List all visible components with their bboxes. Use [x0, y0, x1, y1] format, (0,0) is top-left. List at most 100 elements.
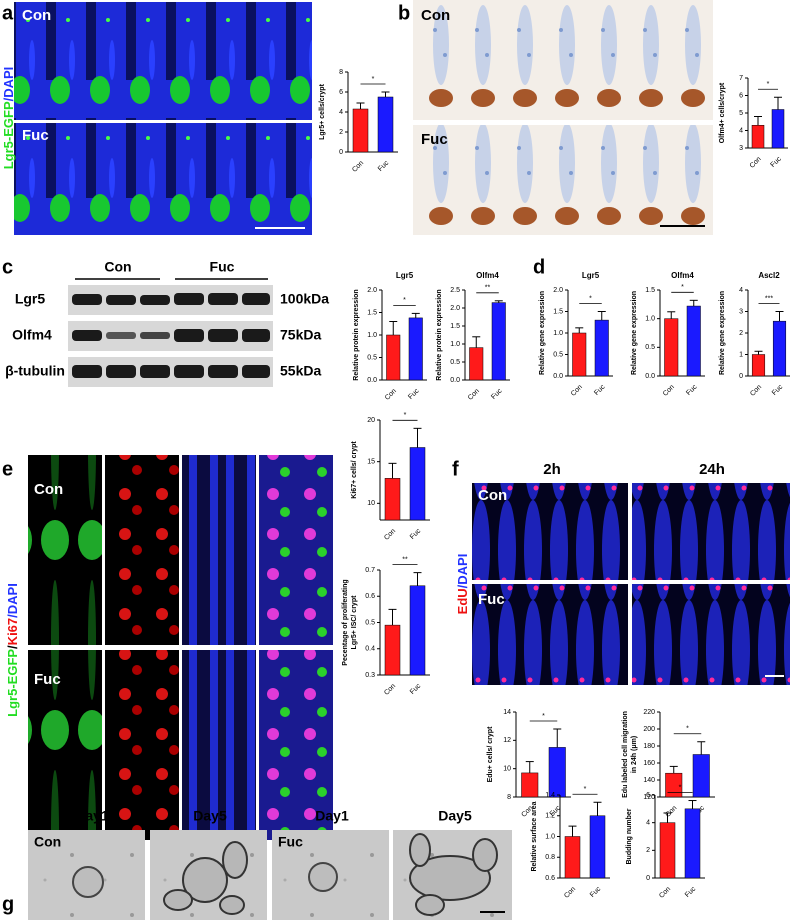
image-f — [472, 584, 628, 685]
day-label: Day5 — [438, 808, 472, 824]
bar — [751, 354, 766, 377]
significance: * — [589, 295, 592, 302]
chart-title: Olfm4 — [671, 271, 694, 280]
stain-part: /DAPI — [5, 583, 20, 618]
y-tick-label: 0.5 — [367, 354, 377, 361]
y-tick-label: 12 — [503, 737, 511, 744]
image-b-con — [413, 0, 713, 120]
image-f — [632, 483, 790, 580]
y-axis-label: in 24h (μm) — [631, 736, 638, 773]
y-tick-label: 14 — [503, 709, 511, 716]
image-grid-e — [28, 455, 333, 840]
stain-label: Lgr5-EGFP/DAPI — [1, 67, 16, 170]
image-label: Fuc — [278, 834, 303, 850]
bar-chart: 120140160180200220ConFuc*Edu labeled cel… — [622, 709, 715, 819]
y-tick-label: 2 — [739, 330, 743, 337]
image-label: Fuc — [22, 127, 49, 144]
significance: * — [681, 284, 684, 291]
y-tick-label: 2.0 — [367, 287, 377, 294]
y-axis-label: Pecentage of proliferating — [342, 579, 349, 665]
y-axis-label: Relative gene expression — [631, 291, 638, 375]
chart-title: Olfm4 — [476, 271, 499, 280]
bar — [384, 478, 401, 521]
panel-label: a — [2, 2, 14, 24]
y-tick-label: 1.0 — [450, 341, 460, 348]
y-axis-label: Relative surface area — [531, 801, 538, 871]
bar — [589, 815, 606, 879]
y-axis-label: Relative protein expression — [436, 289, 443, 380]
bar — [521, 772, 539, 798]
significance: * — [404, 412, 407, 419]
bar-chart: 0.0 0.5 1.0 1.5 2.0 Con Fuc * Lgr5 Relative gene … — [539, 271, 613, 398]
y-tick-label: 0 — [739, 373, 743, 380]
y-axis-label: Ki67+ cells/ crypt — [351, 441, 358, 499]
y-axis-label: Relative gene expression — [719, 291, 726, 375]
y-tick-label: 2.5 — [450, 287, 460, 294]
panel-label: g — [2, 893, 14, 915]
y-tick-label: 10 — [503, 766, 511, 773]
column-label: 2h — [543, 461, 561, 478]
y-tick-label: 10 — [367, 500, 375, 507]
significance: * — [403, 297, 406, 304]
significance: ** — [402, 556, 408, 563]
y-tick-label: 0.0 — [367, 377, 377, 384]
stain-part: Ki67 — [5, 618, 20, 645]
size-label: 55kDa — [280, 363, 321, 379]
stain-part: /DAPI — [455, 554, 470, 589]
y-tick-label: 1.2 — [545, 813, 555, 820]
y-tick-label: 1.0 — [645, 316, 655, 323]
bar — [594, 319, 609, 377]
bar — [491, 302, 506, 381]
y-tick-label: 0.4 — [365, 646, 375, 653]
x-tick-label: Fuc — [409, 682, 423, 696]
y-tick-label: 120 — [643, 794, 655, 801]
blot-strip — [68, 285, 273, 315]
y-tick-label: 5 — [739, 110, 743, 117]
y-tick-label: 4 — [339, 109, 343, 116]
protein-label: β-tubulin — [5, 363, 65, 379]
x-tick-label: Con — [658, 886, 672, 900]
y-axis-label: Lgr5+ ISC/ crypt — [351, 595, 358, 650]
bar — [572, 332, 587, 377]
x-tick-label: Con — [351, 160, 365, 174]
bar — [386, 334, 401, 381]
image-label: Con — [34, 834, 61, 850]
bar — [352, 108, 369, 153]
stain-part: EdU — [455, 588, 470, 614]
image-label: Con — [22, 7, 51, 24]
image-label: Fuc — [34, 671, 61, 688]
bar — [692, 754, 710, 798]
y-tick-label: 3 — [739, 308, 743, 315]
y-axis-label: Edu labeled cell migration — [622, 711, 629, 798]
x-tick-label: Fuc — [593, 383, 607, 397]
y-tick-label: 2 — [339, 129, 343, 136]
stain-part: /DAPI — [1, 67, 16, 102]
bar — [664, 318, 679, 377]
y-tick-label: 7 — [739, 75, 743, 82]
bar — [409, 585, 426, 676]
chart-title: Ascl2 — [758, 271, 780, 280]
bar-chart: 0.0 0.5 1.0 1.5 Con Fuc * Olfm4 Relative gene ex… — [631, 271, 705, 398]
stain-label: Lgr5-EGFP/Ki67/DAPI — [5, 583, 20, 717]
blot-strip — [68, 357, 273, 387]
bar-chart: 3 4 5 6 7 Con Fuc * Olfm4+ cells/crypt — [719, 75, 788, 170]
column-label: 24h — [699, 461, 725, 478]
y-tick-label: 0.0 — [553, 373, 563, 380]
protein-label: Lgr5 — [15, 291, 46, 307]
western-blot: Con Fuc Lgr5 Olfm4 β-tubulin 100kDa 75kD… — [5, 259, 329, 387]
bar — [686, 305, 701, 377]
y-axis-label: Olfm4+ cells/crypt — [719, 82, 726, 143]
stain-label: EdU/DAPI — [455, 554, 470, 615]
y-tick-label: 1.5 — [450, 323, 460, 330]
x-tick-label: Con — [749, 156, 763, 170]
x-tick-label: Con — [467, 388, 481, 402]
y-axis-label: Budding number — [626, 808, 633, 864]
x-tick-label: Con — [384, 388, 398, 402]
y-tick-label: 2.0 — [450, 305, 460, 312]
bar — [772, 320, 787, 377]
bar — [409, 447, 426, 521]
y-tick-label: 1.0 — [545, 833, 555, 840]
image-label: Con — [421, 7, 450, 24]
significance: * — [767, 81, 770, 88]
panel-label: e — [2, 458, 13, 480]
